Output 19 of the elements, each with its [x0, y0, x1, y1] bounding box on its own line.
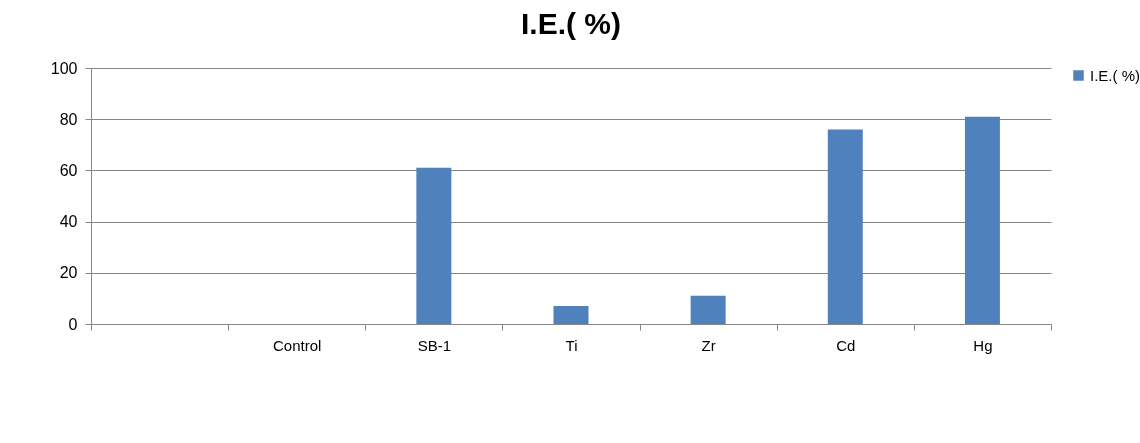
x-tick-label: Control: [273, 336, 322, 354]
y-tick-label: 80: [59, 110, 78, 128]
x-tick-label: SB-1: [417, 336, 452, 354]
x-tick-label: Hg: [973, 336, 993, 354]
y-tick-label: 40: [59, 213, 78, 231]
bar: [827, 129, 863, 324]
x-tick-label: Zr: [701, 336, 716, 354]
bar: [553, 306, 589, 324]
bar: [964, 116, 1000, 324]
y-tick-label: 20: [59, 264, 78, 282]
bar: [690, 295, 726, 324]
y-tick-label: 100: [50, 59, 78, 77]
y-tick-label: 0: [68, 315, 78, 333]
y-tick-label: 60: [59, 161, 78, 179]
bar: [416, 167, 452, 324]
x-tick-label: Cd: [836, 336, 856, 354]
x-tick-label: Ti: [565, 336, 578, 354]
legend-label: I.E.( %): [1090, 66, 1140, 84]
chart-title: I.E.( %): [520, 7, 622, 40]
